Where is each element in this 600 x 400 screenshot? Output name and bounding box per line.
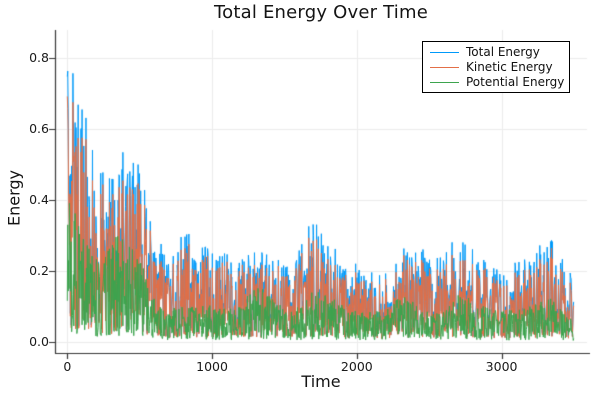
legend-item-kinetic-energy: Kinetic Energy — [430, 60, 565, 74]
chart-title: Total Energy Over Time — [214, 2, 428, 23]
legend-item-potential-energy: Potential Energy — [430, 75, 565, 89]
y-tick-label: 0.4 — [29, 192, 49, 208]
x-tick-label: 1000 — [196, 359, 228, 374]
legend: Total Energy Kinetic Energy Potential En… — [422, 41, 570, 93]
legend-label: Potential Energy — [466, 75, 565, 89]
x-tick-label: 3000 — [485, 359, 518, 374]
legend-label: Total Energy — [466, 45, 540, 59]
x-tick-label: 0 — [63, 359, 72, 374]
x-tick-label: 2000 — [340, 359, 373, 374]
y-tick-label: 0.0 — [29, 333, 49, 349]
legend-item-total-energy: Total Energy — [430, 45, 565, 59]
legend-label: Kinetic Energy — [466, 60, 553, 74]
y-tick-label: 0.2 — [29, 263, 49, 278]
legend-line-icon — [430, 66, 459, 68]
y-tick-label: 0.8 — [29, 50, 49, 66]
x-axis-label: Time — [301, 372, 341, 391]
y-tick-label: 0.6 — [29, 121, 49, 137]
legend-line-icon — [430, 81, 459, 83]
legend-line-icon — [430, 51, 459, 53]
